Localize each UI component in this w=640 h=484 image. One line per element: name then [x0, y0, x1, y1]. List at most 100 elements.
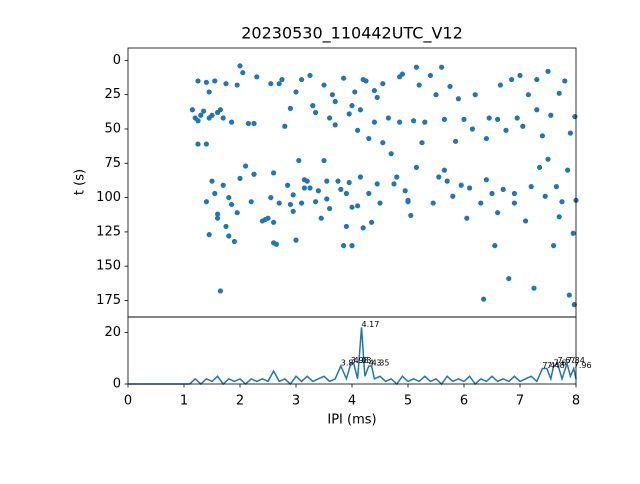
scatter-point — [338, 186, 344, 192]
scatter-point — [489, 190, 495, 197]
x-tick-label: 5 — [404, 394, 412, 409]
scatter-point — [497, 82, 503, 88]
scatter-point — [226, 194, 232, 201]
scatter-point — [343, 190, 349, 197]
scatter-point — [506, 275, 512, 282]
scatter-point — [402, 188, 408, 194]
scatter-point — [495, 116, 501, 122]
scatter-point — [189, 107, 195, 113]
scatter-point — [430, 200, 436, 206]
scatter-point — [369, 219, 375, 225]
scatter-point — [397, 119, 403, 125]
scatter-point — [472, 92, 478, 98]
scatter-point — [321, 157, 327, 164]
scatter-point — [355, 203, 361, 209]
x-tick-label: 2 — [236, 394, 244, 409]
scatter-point — [469, 126, 475, 132]
scatter-point — [436, 174, 442, 180]
scatter-point — [206, 115, 212, 121]
scatter-point — [215, 211, 221, 217]
scatter-point — [217, 107, 223, 113]
scatter-point — [525, 92, 532, 98]
scatter-point — [206, 232, 212, 238]
scatter-point — [201, 108, 207, 114]
scatter-point — [271, 170, 277, 176]
scatter-point — [551, 243, 557, 249]
scatter-point — [293, 237, 299, 243]
scatter-point — [271, 219, 277, 225]
scatter-point — [531, 285, 537, 291]
scatter-point — [203, 141, 209, 147]
scatter-point — [341, 243, 347, 249]
scatter-point — [374, 181, 380, 187]
scatter-point — [346, 179, 352, 186]
x-axis-label: IPI (ms) — [327, 413, 376, 428]
scatter-point — [377, 200, 383, 206]
scatter-point — [290, 208, 296, 214]
scatter-point — [318, 215, 324, 221]
scatter-point — [413, 64, 419, 70]
scatter-point — [307, 72, 313, 79]
scatter-point — [548, 112, 554, 118]
scatter-point — [212, 190, 218, 197]
scatter-point — [553, 184, 560, 190]
scatter-point — [349, 204, 355, 210]
scatter-point — [511, 190, 517, 197]
scatter-point — [503, 127, 509, 133]
scatter-point — [349, 103, 355, 109]
scatter-point — [450, 193, 456, 199]
y-tick-label: 50 — [104, 121, 121, 136]
scatter-point — [287, 201, 293, 208]
scatter-point — [279, 76, 285, 83]
scatter-point — [486, 115, 492, 121]
scatter-point — [346, 111, 352, 117]
scatter-point — [405, 197, 411, 203]
scatter-point — [483, 177, 489, 183]
scatter-point — [520, 123, 526, 129]
scatter-point — [268, 194, 274, 201]
scatter-point — [324, 178, 330, 184]
scatter-point — [439, 64, 445, 70]
scatter-point — [565, 167, 571, 173]
scatter-point — [229, 119, 235, 125]
scatter-point — [349, 243, 355, 249]
scatter-point — [315, 188, 321, 194]
scatter-point — [234, 210, 240, 216]
scatter-point — [483, 135, 489, 142]
scatter-point — [492, 243, 498, 249]
scatter-point — [355, 127, 361, 133]
scatter-point — [301, 185, 307, 191]
scatter-point — [245, 120, 251, 127]
scatter-point — [243, 163, 249, 169]
scatter-point — [441, 167, 447, 173]
scatter-point — [467, 185, 473, 191]
scatter-point — [268, 81, 274, 87]
line-series — [128, 327, 577, 386]
annotation: 4.17 — [362, 320, 380, 329]
scatter-point — [534, 76, 540, 83]
x-tick-label: 0 — [124, 394, 132, 409]
scatter-point — [371, 119, 377, 125]
scatter-point — [374, 94, 380, 101]
scatter-point — [290, 192, 296, 198]
scatter-point — [537, 164, 543, 171]
scatter-point — [399, 71, 405, 77]
scatter-point — [203, 79, 209, 85]
scatter-point — [523, 218, 529, 224]
scatter-point — [234, 82, 240, 88]
scatter-point — [422, 119, 428, 125]
scatter-point — [441, 116, 447, 122]
y-tick-label: 0 — [113, 53, 121, 68]
scatter-point — [327, 115, 333, 121]
scatter-point — [380, 81, 386, 87]
scatter-point — [357, 174, 363, 180]
y-tick-label: 100 — [96, 190, 121, 205]
scatter-point — [366, 135, 372, 142]
scatter-point — [282, 123, 288, 129]
scatter-point — [203, 199, 209, 205]
scatter-point — [293, 89, 299, 95]
scatter-point — [307, 185, 313, 191]
scatter-point — [223, 223, 229, 230]
annotation: 4.35 — [372, 358, 390, 367]
